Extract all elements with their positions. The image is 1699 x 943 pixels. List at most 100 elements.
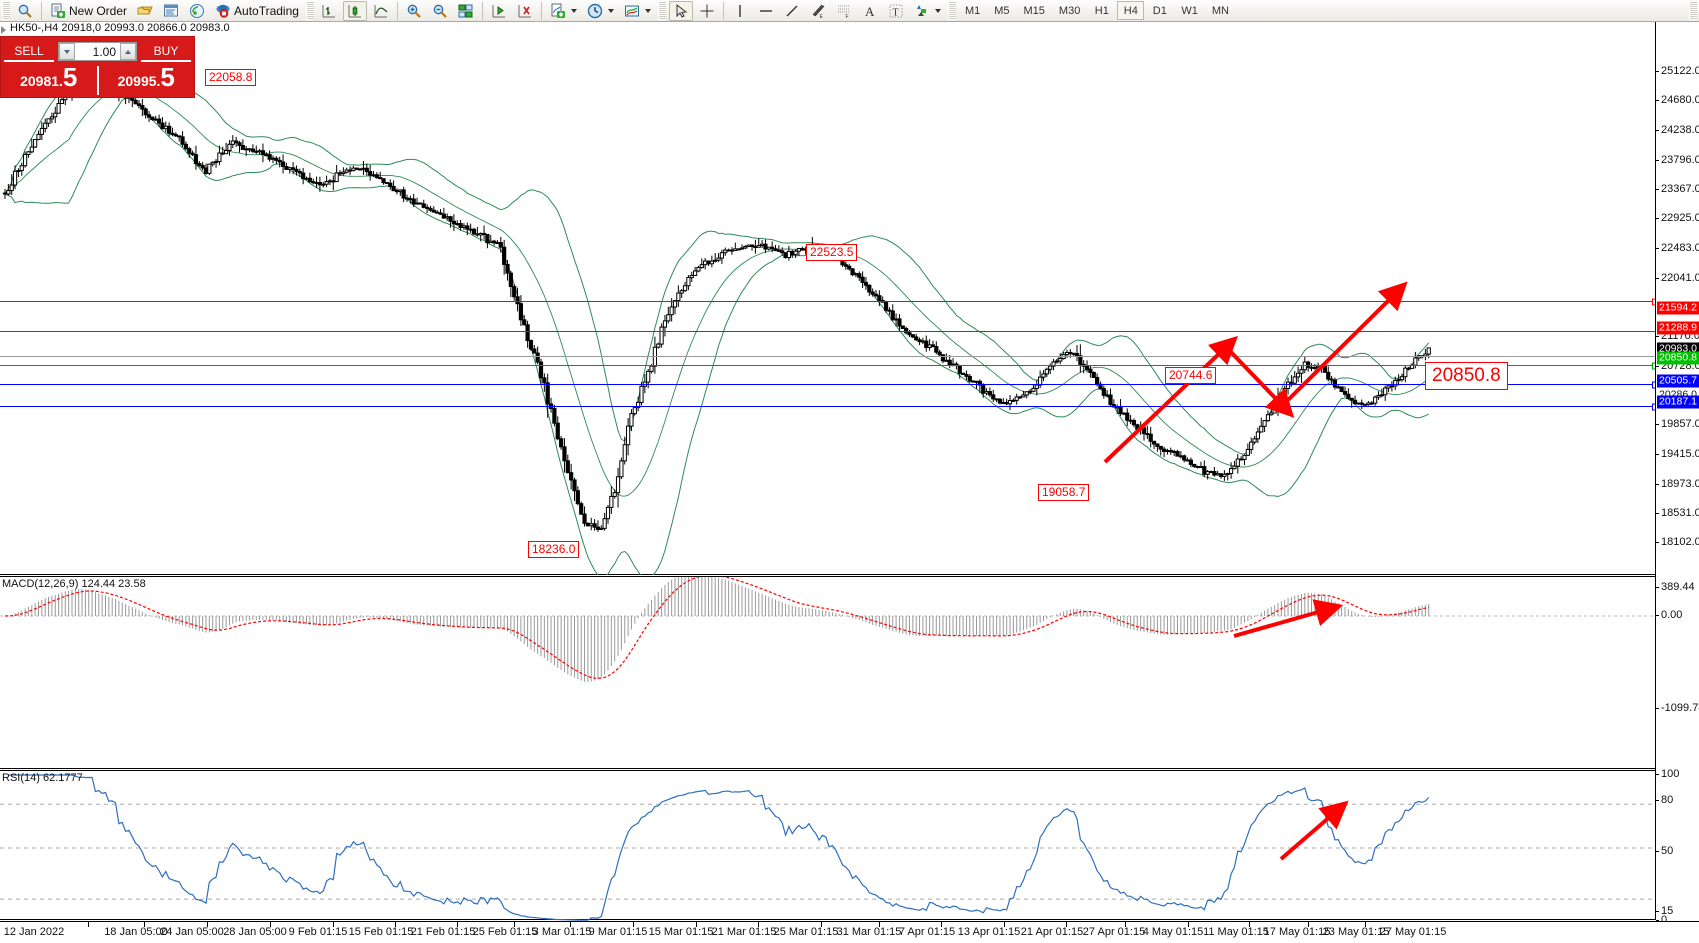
cursor-tool-button[interactable]: [668, 0, 693, 21]
fibonacci-tool-button[interactable]: F: [832, 1, 856, 21]
date-tick-mark: [1188, 922, 1189, 927]
collapse-arrow-icon[interactable]: [1, 26, 6, 34]
volume-stepper[interactable]: 1.00: [58, 42, 137, 61]
line-chart-type-icon[interactable]: [369, 1, 393, 21]
volume-value[interactable]: 1.00: [92, 44, 116, 59]
bar-chart-type-icon[interactable]: [317, 1, 341, 21]
price-tick: 25122.0: [1656, 65, 1699, 77]
tile-windows-icon[interactable]: [454, 1, 478, 21]
date-tick: 15 Mar 01:15: [648, 926, 714, 938]
trendline-tool-button[interactable]: [780, 1, 804, 21]
svg-text:E: E: [819, 14, 823, 19]
toolbar-grip-3[interactable]: [657, 1, 666, 20]
price-badge[interactable]: 21288.9: [1657, 321, 1699, 335]
svg-text:T: T: [892, 7, 898, 18]
price-annotation[interactable]: 19058.7: [1038, 484, 1090, 501]
period-button[interactable]: [583, 1, 618, 21]
sell-button[interactable]: SELL: [4, 41, 54, 62]
price-annotation[interactable]: 18236.0: [528, 541, 580, 558]
network-icon[interactable]: [185, 1, 209, 21]
timeframe-m30[interactable]: M30: [1058, 4, 1081, 17]
date-tick: 3 Mar 01:15: [532, 926, 592, 938]
level-line-20983[interactable]: [0, 356, 1655, 357]
toolbar-grip-4[interactable]: [947, 1, 956, 20]
buy-price-int: 20995: [117, 73, 157, 89]
macd-pane[interactable]: MACD(12,26,9) 124.44 23.58: [0, 576, 1655, 769]
level-line-21288[interactable]: [0, 331, 1655, 332]
chevron-up-icon-vol: [125, 49, 131, 54]
zoom-out-icon[interactable]: [428, 1, 452, 21]
shapes-tool-button[interactable]: [910, 1, 945, 21]
timeframe-m5[interactable]: M5: [994, 4, 1010, 17]
toolbar-separator: [41, 1, 42, 20]
price-badge[interactable]: 21594.2: [1657, 301, 1699, 315]
volume-increment-button[interactable]: [120, 43, 136, 60]
date-tick-mark: [1308, 922, 1309, 927]
rsi-pane[interactable]: RSI(14) 62.1777: [0, 770, 1655, 921]
price-annotation[interactable]: 20850.8: [1425, 362, 1508, 390]
sell-price[interactable]: 20981 . 5: [1, 64, 97, 97]
timeframe-group: M1 M5 M15 M30 H1 H4 D1 W1 MN: [958, 1, 1236, 20]
text-icon: A: [862, 3, 878, 19]
buy-price[interactable]: 20995 . 5: [99, 64, 195, 97]
timeframe-w1[interactable]: W1: [1181, 4, 1198, 17]
chart-shift-icon[interactable]: [487, 1, 511, 21]
equidistant-channel-tool-button[interactable]: E: [806, 1, 830, 21]
timeframe-m1[interactable]: M1: [964, 4, 981, 17]
horizontal-line-tool-button[interactable]: [754, 1, 778, 21]
candles-glyph: [347, 3, 363, 19]
volume-decrement-button[interactable]: [59, 43, 75, 60]
chart-area[interactable]: HK50-,H4 20918,0 20993.0 20866.0 20983.0…: [0, 22, 1699, 943]
chevron-down-icon-2[interactable]: [607, 8, 614, 13]
new-order-button[interactable]: New Order: [46, 1, 131, 21]
price-annotation[interactable]: 22058.8: [205, 69, 257, 86]
autotrading-label: AutoTrading: [234, 3, 299, 18]
timeframe-m15[interactable]: M15: [1023, 4, 1045, 17]
price-pane[interactable]: HK50-,H4 20918,0 20993.0 20866.0 20983.0…: [0, 22, 1659, 575]
add-indicator-button[interactable]: [546, 1, 581, 21]
price-badge[interactable]: 20505.7: [1657, 374, 1699, 388]
chevron-down-icon-3[interactable]: [644, 8, 651, 13]
date-tick: 23 May 01:15: [1322, 926, 1390, 938]
toolbar-grip-5[interactable]: [1689, 1, 1697, 20]
date-tick: 11 May 01:15: [1203, 926, 1269, 938]
crosshair-tool-button[interactable]: [695, 1, 719, 21]
zoom-in-icon[interactable]: [402, 1, 426, 21]
chevron-down-icon-4[interactable]: [934, 8, 941, 13]
date-axis[interactable]: 12 Jan 2022 18 Jan 05:00 24 Jan 05:00 28 Ja…: [0, 921, 1699, 943]
price-scale[interactable]: 25122.0 24680.0 24238.0 23796.0 23367.0 22925…: [1655, 22, 1699, 926]
timeframe-h4[interactable]: H4: [1117, 1, 1145, 20]
toolbar-grip-2[interactable]: [305, 1, 314, 20]
charts-icon[interactable]: [133, 1, 157, 21]
text-tool-button[interactable]: A: [858, 1, 882, 21]
rsi-tick: 0: [1656, 914, 1667, 926]
search-icon[interactable]: [13, 1, 37, 21]
date-tick: 28 Jan 05:00: [223, 926, 287, 938]
chevron-down-icon[interactable]: [570, 8, 577, 13]
data-window-icon[interactable]: [159, 1, 183, 21]
date-tick: 13 Apr 01:15: [957, 926, 1021, 938]
price-badge[interactable]: 20850.8: [1657, 351, 1699, 365]
price-badge[interactable]: 20187.1: [1657, 395, 1699, 409]
candlestick-chart-type-icon[interactable]: [342, 0, 367, 21]
date-tick: 25 Mar 01:15: [773, 926, 839, 938]
buy-button[interactable]: BUY: [141, 41, 191, 62]
toolbar-grip[interactable]: [2, 1, 10, 20]
timeframe-h1[interactable]: H1: [1094, 4, 1109, 17]
date-tick: 27 Apr 01:15: [1082, 926, 1146, 938]
price-tick: 24680.0: [1656, 94, 1699, 106]
autotrading-button[interactable]: AutoTrading: [211, 1, 303, 21]
date-tick-mark: [514, 922, 515, 927]
auto-scroll-icon[interactable]: [513, 1, 537, 21]
chevron-down-icon-vol: [64, 49, 70, 54]
text-label-tool-button[interactable]: T: [884, 1, 908, 21]
timeframe-mn[interactable]: MN: [1211, 4, 1229, 17]
templates-button[interactable]: [620, 1, 655, 21]
price-annotation[interactable]: 20744.6: [1165, 367, 1217, 384]
timeframe-d1[interactable]: D1: [1152, 4, 1167, 17]
shift-glyph: [491, 3, 507, 19]
vertical-line-tool-button[interactable]: [728, 1, 752, 21]
one-click-trading-panel[interactable]: SELL 1.00 BUY 20981 .: [0, 36, 195, 98]
price-annotation[interactable]: 22523.5: [806, 244, 858, 261]
equidistant-channel-icon: E: [810, 3, 826, 19]
